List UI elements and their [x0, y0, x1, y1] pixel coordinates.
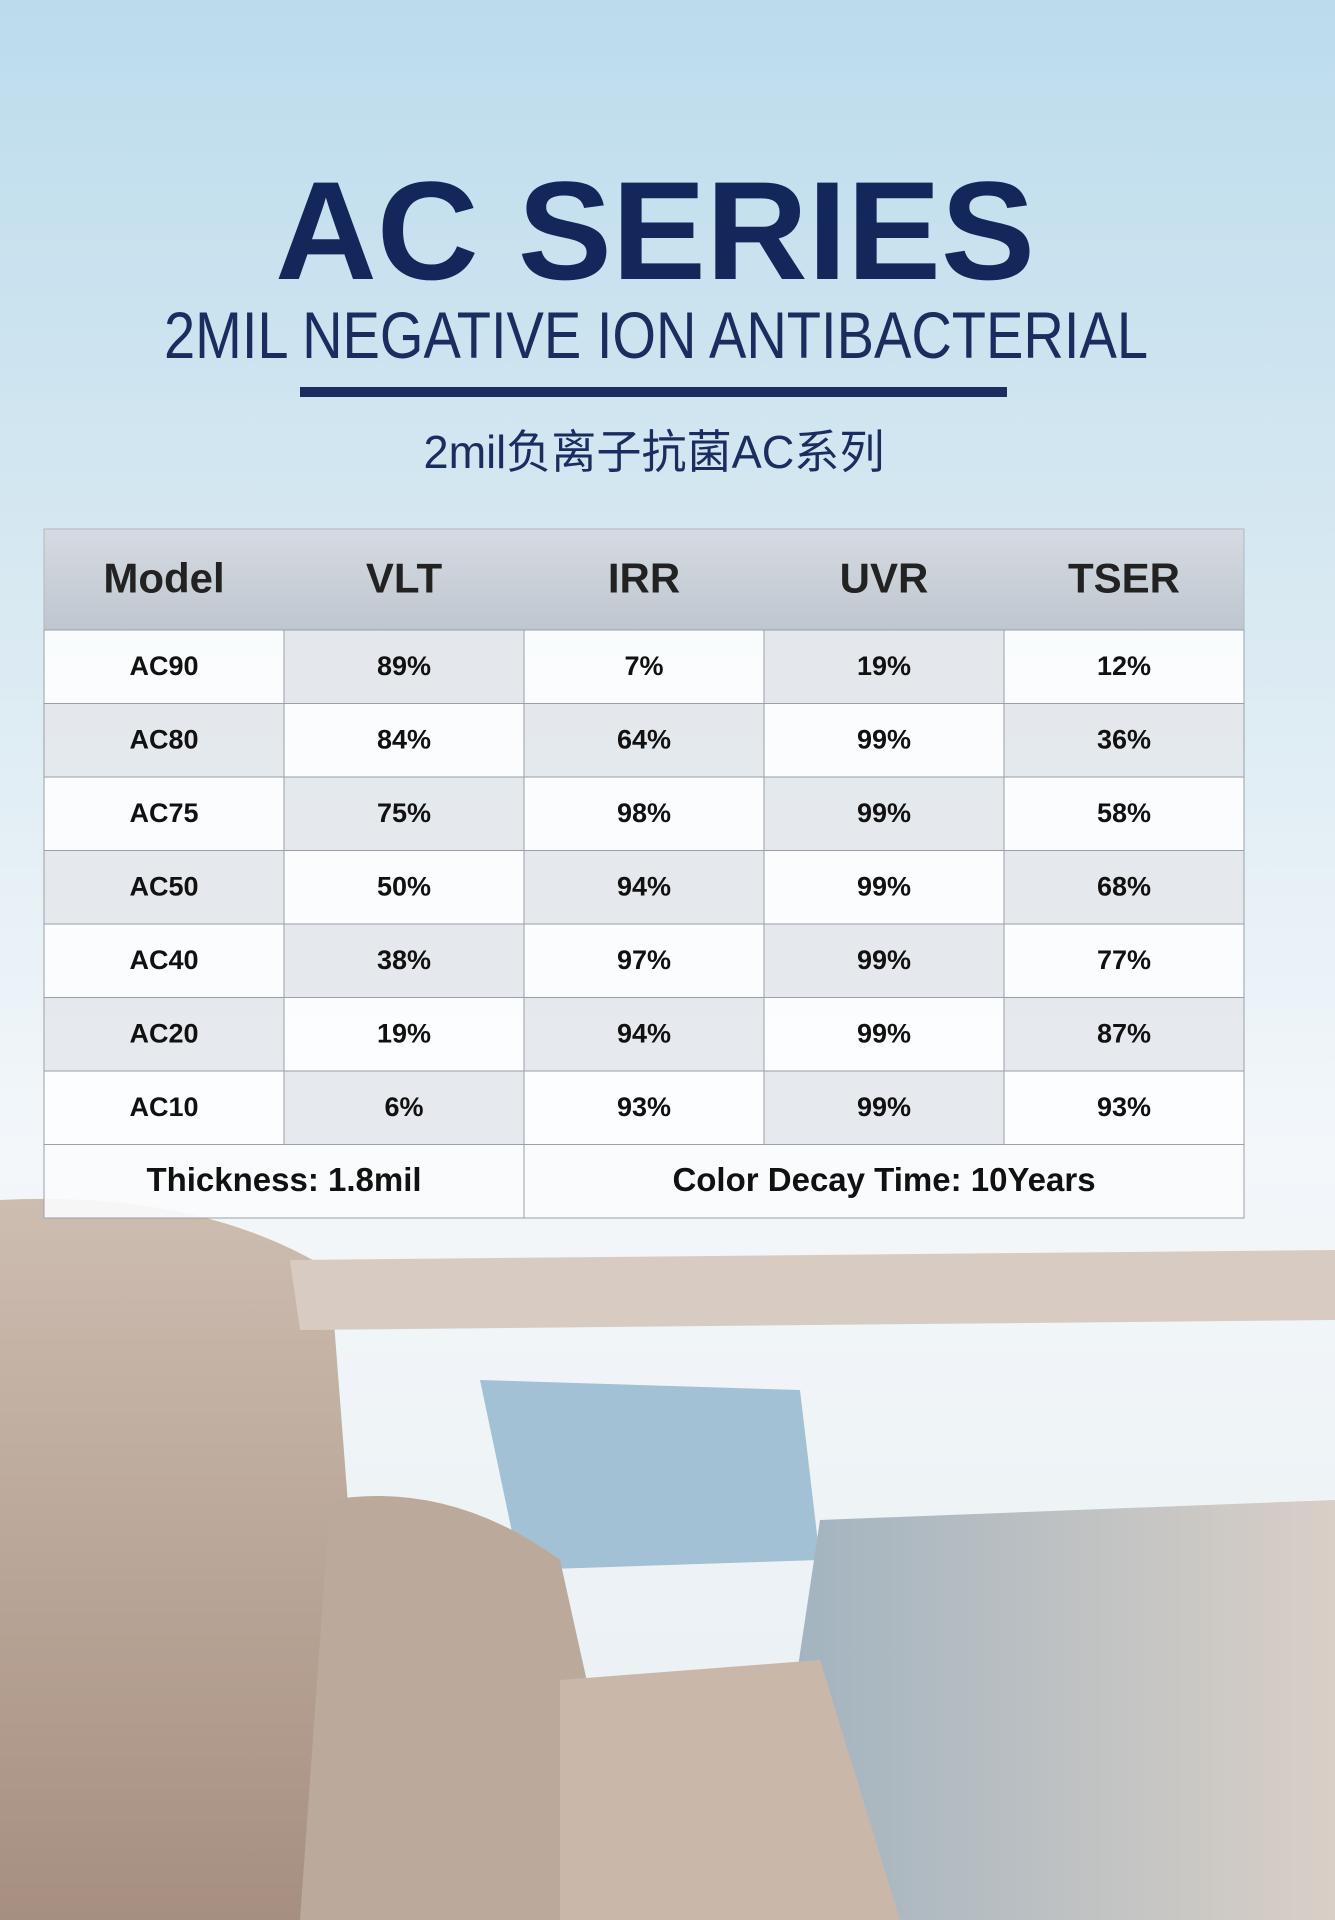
seat-back	[300, 1496, 640, 1920]
cell: 19%	[377, 1018, 431, 1048]
cell: AC10	[129, 1092, 198, 1122]
cell-bg	[763, 776, 1005, 851]
roof	[290, 1250, 1335, 1330]
footer-cell: Thickness: 1.8mil	[146, 1161, 421, 1198]
cell-bg	[763, 850, 1005, 925]
chinese-title: 2mil负离子抗菌AC系列	[424, 426, 885, 478]
cell: 58%	[1097, 798, 1151, 828]
cell: AC90	[129, 651, 198, 681]
cell-bg	[283, 850, 525, 925]
cell-bg	[283, 1070, 525, 1145]
cell: 97%	[617, 945, 671, 975]
cell-bg	[1003, 850, 1245, 925]
cell: 89%	[377, 651, 431, 681]
cell-bg	[283, 776, 525, 851]
cell: 64%	[617, 724, 671, 754]
spec-table: Model VLT IRR UVR TSER AC90 89% 7% 19% 12% AC80 84%…	[43, 528, 1245, 1219]
cell-bg	[283, 629, 525, 704]
cell: AC75	[129, 798, 198, 828]
column-header: Model	[103, 555, 224, 602]
cell-bg	[43, 776, 285, 851]
dashboard	[760, 1500, 1335, 1920]
cell: AC80	[129, 724, 198, 754]
cell-bg	[1003, 923, 1245, 998]
cell-bg	[283, 923, 525, 998]
cell: 87%	[1097, 1018, 1151, 1048]
cell-bg	[1003, 776, 1245, 851]
window	[480, 1380, 820, 1570]
column-header: UVR	[840, 555, 929, 602]
cell-bg	[523, 776, 765, 851]
cell: AC20	[129, 1018, 198, 1048]
subtitle: 2MIL NEGATIVE ION ANTIBACTERIAL	[164, 298, 1148, 372]
header-row	[43, 528, 1245, 631]
cell-bg	[763, 1070, 1005, 1145]
cell-bg	[43, 703, 285, 778]
cell-bg	[763, 703, 1005, 778]
footer-bg	[523, 1144, 1245, 1219]
column-header: IRR	[608, 555, 680, 602]
cell-bg	[43, 1070, 285, 1145]
cell-bg	[1003, 997, 1245, 1072]
cell: 75%	[377, 798, 431, 828]
cell: 98%	[617, 798, 671, 828]
cell-bg	[43, 923, 285, 998]
cell: 93%	[617, 1092, 671, 1122]
cell: 93%	[1097, 1092, 1151, 1122]
cell-bg	[1003, 703, 1245, 778]
cell: 99%	[857, 871, 911, 901]
footer-cell: Color Decay Time: 10Years	[672, 1161, 1095, 1198]
cell-bg	[523, 850, 765, 925]
cell: 94%	[617, 871, 671, 901]
cell: 99%	[857, 1092, 911, 1122]
divider	[300, 387, 1007, 397]
cell: 19%	[857, 651, 911, 681]
cell: 94%	[617, 1018, 671, 1048]
cell-bg	[523, 923, 765, 998]
cell: 77%	[1097, 945, 1151, 975]
cell-bg	[43, 850, 285, 925]
cell: AC40	[129, 945, 198, 975]
cell-bg	[1003, 1070, 1245, 1145]
cell: 68%	[1097, 871, 1151, 901]
cell: 6%	[384, 1092, 423, 1122]
cell-bg	[523, 997, 765, 1072]
seat	[0, 1198, 380, 1920]
cell: 38%	[377, 945, 431, 975]
cell: 99%	[857, 945, 911, 975]
cell-bg	[43, 997, 285, 1072]
cell: 99%	[857, 724, 911, 754]
cell: 12%	[1097, 651, 1151, 681]
cell-bg	[763, 629, 1005, 704]
cell: 84%	[377, 724, 431, 754]
cell: AC50	[129, 871, 198, 901]
column-header: TSER	[1068, 555, 1180, 602]
cell-bg	[283, 703, 525, 778]
column-header: VLT	[366, 555, 443, 602]
title: AC SERIES	[275, 152, 1035, 309]
cell: 36%	[1097, 724, 1151, 754]
cell-bg	[43, 629, 285, 704]
cell: 99%	[857, 1018, 911, 1048]
cell-bg	[763, 997, 1005, 1072]
console	[560, 1660, 900, 1920]
cell: 50%	[377, 871, 431, 901]
cell-bg	[523, 629, 765, 704]
cell-bg	[523, 703, 765, 778]
cell: 7%	[624, 651, 663, 681]
cell-bg	[1003, 629, 1245, 704]
cell: 99%	[857, 798, 911, 828]
